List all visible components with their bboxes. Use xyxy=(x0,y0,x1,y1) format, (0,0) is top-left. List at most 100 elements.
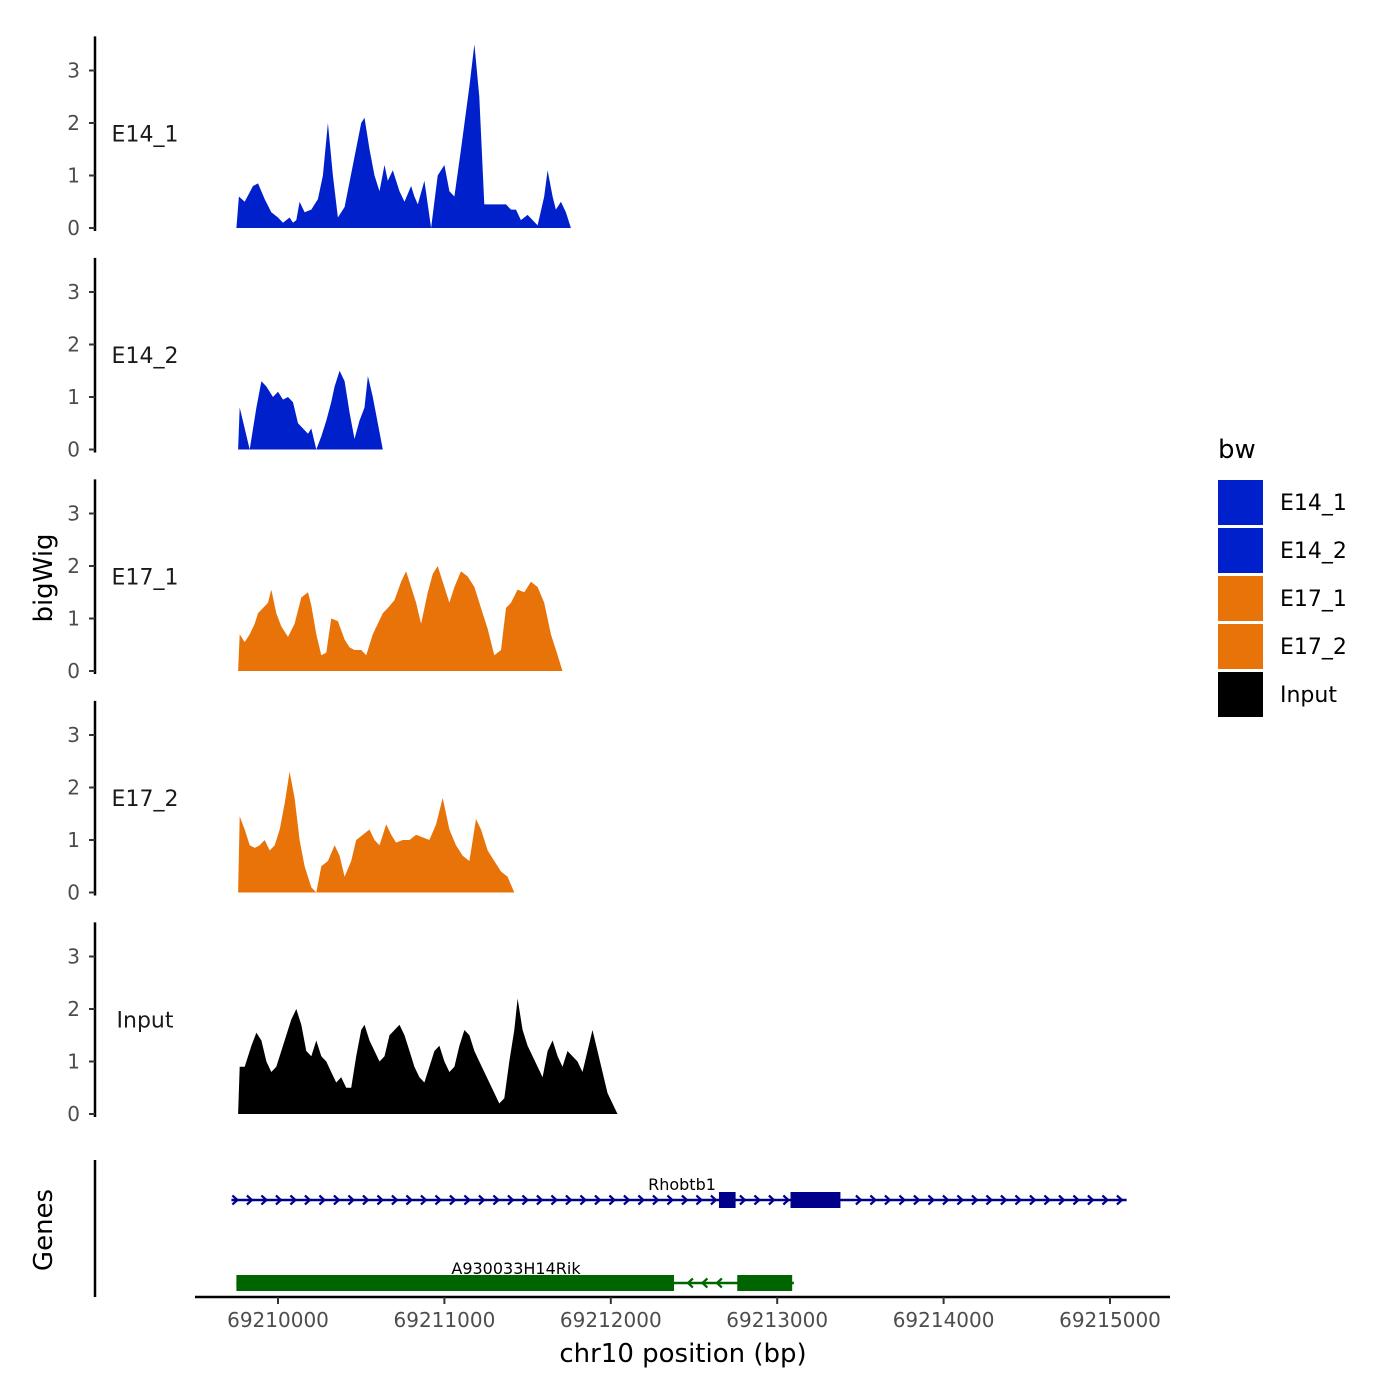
track-label-E17_2: E17_2 xyxy=(112,787,179,812)
strand-arrow xyxy=(463,1194,472,1206)
strand-arrow xyxy=(246,1194,254,1206)
track-E17_1: 0 1 2 3 E17_1 xyxy=(67,479,563,683)
x-tick-label: 69210000 xyxy=(227,1308,329,1332)
strand-arrow xyxy=(686,1277,694,1289)
y-tick-label: 1 xyxy=(67,607,80,631)
strand-arrow xyxy=(289,1194,298,1206)
track-area-Input xyxy=(238,998,618,1114)
strand-arrow xyxy=(1072,1194,1081,1206)
legend-swatch-E14_1 xyxy=(1218,480,1263,525)
strand-arrow xyxy=(318,1194,327,1206)
strand-arrow xyxy=(710,1194,718,1206)
strand-arrow xyxy=(1058,1194,1066,1206)
genes-axis-title: Genes xyxy=(29,1189,59,1271)
x-tick-label: 69211000 xyxy=(394,1308,496,1332)
legend-label-Input: Input xyxy=(1280,683,1337,708)
y-tick-label: 3 xyxy=(67,945,80,969)
strand-arrow xyxy=(869,1194,878,1206)
strand-arrow xyxy=(700,1277,709,1289)
genes-panel: Rhobtb1 A930033H14Rik xyxy=(93,1160,1127,1297)
track-label-Input: Input xyxy=(117,1009,174,1034)
strand-arrow xyxy=(884,1194,892,1206)
x-tick-label: 69213000 xyxy=(726,1308,828,1332)
track-area-E14_1 xyxy=(236,44,571,228)
strand-arrow xyxy=(768,1194,776,1206)
y-tick-label: 3 xyxy=(67,502,80,526)
track-Input: 0 1 2 3 Input xyxy=(67,922,618,1126)
gene-label: Rhobtb1 xyxy=(648,1175,716,1194)
y-tick-label: 0 xyxy=(67,659,80,683)
y-tick-label: 1 xyxy=(67,828,80,852)
strand-arrow xyxy=(985,1194,994,1206)
strand-arrow xyxy=(855,1194,863,1206)
strand-arrow xyxy=(507,1194,515,1206)
gene-A930033H14Rik: A930033H14Rik xyxy=(236,1259,794,1291)
strand-arrow xyxy=(608,1194,617,1206)
strand-arrow xyxy=(1000,1194,1008,1206)
legend-label-E14_2: E14_2 xyxy=(1280,539,1347,564)
x-tick-label: 69214000 xyxy=(893,1308,995,1332)
strand-arrow xyxy=(695,1194,704,1206)
strand-arrow xyxy=(449,1194,457,1206)
strand-arrow xyxy=(1116,1194,1124,1206)
gene-Rhobtb1: Rhobtb1 xyxy=(231,1175,1127,1208)
exon xyxy=(718,1192,736,1208)
strand-arrow xyxy=(971,1194,979,1206)
strand-arrow xyxy=(478,1194,486,1206)
strand-arrow xyxy=(913,1194,921,1206)
y-tick-label: 2 xyxy=(67,333,80,357)
y-tick-label: 2 xyxy=(67,776,80,800)
track-area-E17_2 xyxy=(238,771,515,893)
y-tick-label: 0 xyxy=(67,1102,80,1126)
strand-arrow xyxy=(536,1194,544,1206)
strand-arrow xyxy=(739,1194,747,1206)
strand-arrow xyxy=(579,1194,588,1206)
track-E14_2: 0 1 2 3 E14_2 xyxy=(67,257,390,462)
strand-arrow xyxy=(898,1194,907,1206)
strand-arrow xyxy=(550,1194,559,1206)
y-tick-label: 1 xyxy=(67,385,80,409)
legend-label-E17_2: E17_2 xyxy=(1280,635,1347,660)
x-axis: 69210000 69211000 69212000 69213000 69214000… xyxy=(195,1295,1170,1332)
gene-label: A930033H14Rik xyxy=(451,1259,581,1278)
strand-arrow xyxy=(492,1194,501,1206)
strand-arrow xyxy=(565,1194,573,1206)
strand-arrow xyxy=(666,1194,675,1206)
exon xyxy=(737,1275,793,1291)
y-tick-label: 3 xyxy=(67,59,80,83)
track-label-E14_2: E14_2 xyxy=(112,344,179,369)
legend-label-E17_1: E17_1 xyxy=(1280,587,1347,612)
strand-arrow xyxy=(681,1194,689,1206)
track-area-E14_2 xyxy=(238,370,390,450)
y-tick-label: 3 xyxy=(67,280,80,304)
legend-title: bw xyxy=(1218,435,1256,465)
strand-arrow xyxy=(304,1194,312,1206)
y-tick-label: 3 xyxy=(67,723,80,747)
y-tick-label: 2 xyxy=(67,997,80,1021)
strand-arrow xyxy=(594,1194,602,1206)
x-axis-title: chr10 position (bp) xyxy=(559,1339,806,1369)
strand-arrow xyxy=(275,1194,283,1206)
x-tick-label: 69215000 xyxy=(1059,1308,1161,1332)
strand-arrow xyxy=(782,1194,791,1206)
legend-swatch-E17_1 xyxy=(1218,576,1263,621)
strand-arrow xyxy=(521,1194,530,1206)
strand-arrow xyxy=(1101,1194,1110,1206)
exon xyxy=(790,1192,841,1208)
y-axis-title: bigWig xyxy=(29,533,59,622)
strand-arrow xyxy=(376,1194,385,1206)
strand-arrow xyxy=(362,1194,370,1206)
strand-arrow xyxy=(637,1194,646,1206)
strand-arrow xyxy=(652,1194,660,1206)
x-tick-label: 69212000 xyxy=(560,1308,662,1332)
legend-swatch-Input xyxy=(1218,672,1263,717)
y-tick-label: 2 xyxy=(67,554,80,578)
strand-arrow xyxy=(1014,1194,1023,1206)
strand-arrow xyxy=(942,1194,950,1206)
signal-tracks: 0 1 2 3 E14_1 0 1 2 3 E14_2 0 1 2 3 E17_1 0 1 2 3 E17_2 0 1 2 3… xyxy=(67,36,618,1126)
strand-arrow xyxy=(1029,1194,1037,1206)
y-tick-label: 0 xyxy=(67,438,80,462)
strand-arrow xyxy=(405,1194,414,1206)
strand-arrow xyxy=(347,1194,356,1206)
